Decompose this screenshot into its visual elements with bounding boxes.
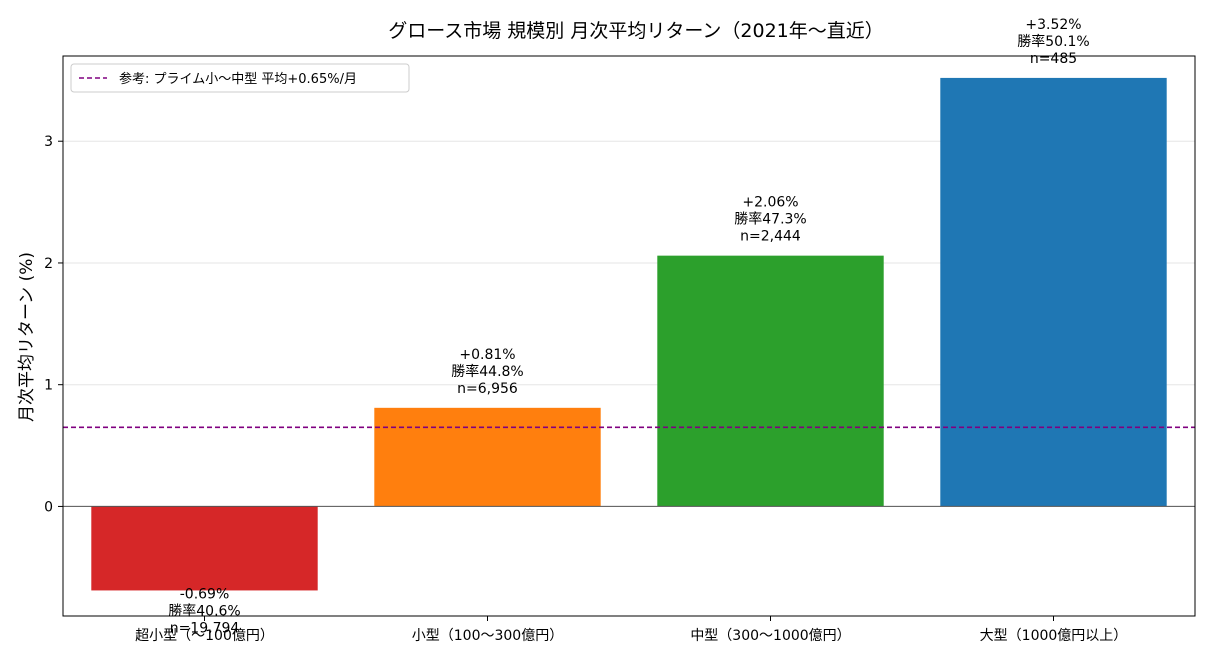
bar — [940, 77, 1167, 507]
bars — [91, 77, 1167, 591]
legend-box — [70, 63, 410, 93]
bar-data-label: n=6,956 — [457, 381, 518, 397]
bar — [91, 506, 318, 591]
bar-data-label: n=19,794 — [170, 620, 240, 636]
bar-data-label: n=485 — [1030, 51, 1077, 67]
data-labels: -0.69%勝率40.6%n=19,794 +0.81%勝率44.8%n=6,95… — [168, 17, 1089, 637]
bar — [657, 255, 884, 507]
bar-data-label: 勝率40.6% — [168, 602, 240, 619]
y-tick-label: 0 — [44, 499, 53, 515]
bar-data-label: n=2,444 — [740, 229, 801, 245]
x-tick-label: 超小型（〜100億円） — [135, 628, 274, 644]
plot-frame — [62, 55, 1196, 617]
bar-data-label: 勝率47.3% — [734, 211, 806, 228]
bar — [374, 407, 601, 507]
bar-data-label: 勝率44.8% — [451, 363, 523, 380]
chart-title: グロース市場 規模別 月次平均リターン（2021年〜直近） — [388, 20, 884, 42]
bar-data-label: +0.81% — [459, 347, 515, 363]
bar-data-label: +2.06% — [742, 195, 798, 211]
x-tick-label: 小型（100〜300億円） — [412, 628, 563, 644]
legend: 参考: プライム小〜中型 平均+0.65%/月 — [70, 63, 410, 93]
bar-data-label: -0.69% — [180, 586, 230, 602]
bar-data-label: +3.52% — [1025, 17, 1081, 33]
axes: 0 1 2 3 超小型（〜100億円） 小型（100〜300億円） 中型（300〜1000億… — [44, 55, 1196, 644]
bar-data-label: 勝率50.1% — [1017, 33, 1089, 50]
x-tick-label: 中型（300〜1000億円） — [690, 628, 850, 644]
y-axis-label: 月次平均リターン (%) — [17, 252, 37, 422]
y-tick-label: 3 — [44, 134, 53, 150]
y-tick-label: 2 — [44, 256, 53, 272]
legend-label: 参考: プライム小〜中型 平均+0.65%/月 — [119, 71, 357, 87]
x-tick-label: 大型（1000億円以上） — [980, 628, 1128, 644]
y-tick-label: 1 — [44, 378, 53, 394]
